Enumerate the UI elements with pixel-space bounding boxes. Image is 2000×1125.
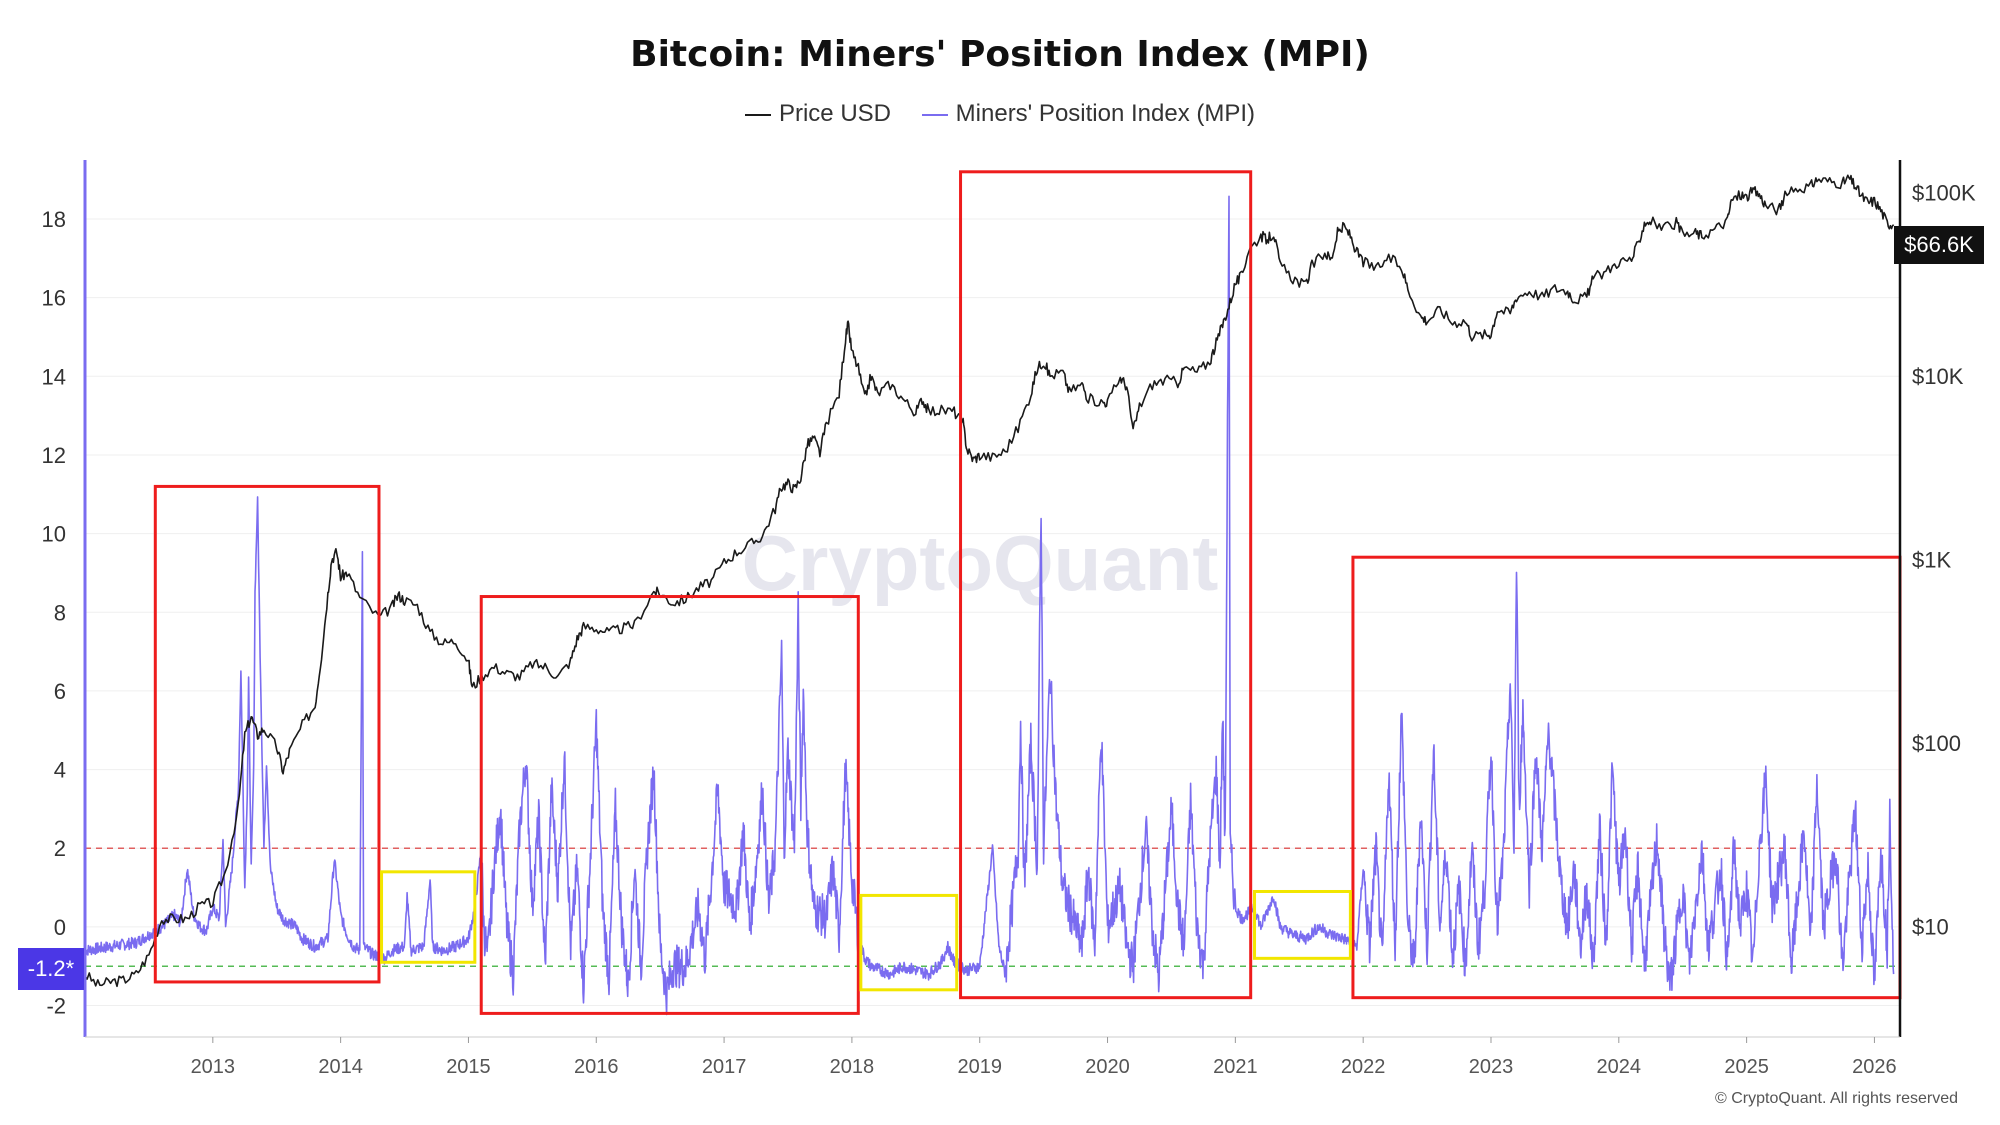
y-left-tick-label: 6 (54, 679, 66, 704)
current-mpi-badge: -1.2* (18, 948, 84, 990)
mpi-series (84, 195, 1895, 1016)
current-price-badge: $66.6K (1894, 226, 1984, 264)
x-tick-label: 2017 (702, 1056, 747, 1078)
x-tick-label: 2023 (1469, 1056, 1514, 1078)
copyright-text: © CryptoQuant. All rights reserved (1715, 1090, 1958, 1107)
x-tick-label: 2022 (1341, 1056, 1386, 1078)
highlight-box-red-2 (959, 170, 1253, 1000)
x-tick-label: 2014 (318, 1056, 363, 1078)
y-left-tick-label: 10 (42, 522, 66, 547)
highlight-box-yellow-4 (380, 870, 477, 964)
price-line (84, 174, 1895, 988)
x-tick-label: 2015 (446, 1056, 491, 1078)
y-left-tick-label: 14 (42, 364, 66, 389)
legend-item-mpi[interactable]: Miners' Position Index (MPI) (921, 100, 1256, 128)
y-right-tick-label: $10K (1912, 364, 1964, 389)
x-tick-label: 2026 (1852, 1056, 1897, 1078)
x-tick-label: 2019 (957, 1056, 1002, 1078)
legend: Price USD Miners' Position Index (MPI) (0, 100, 2000, 128)
y-left-tick-label: 16 (42, 286, 66, 311)
chart-title: Bitcoin: Miners' Position Index (MPI) (630, 34, 1370, 75)
x-tick-label: 2018 (830, 1056, 875, 1078)
highlight-box-red-1 (479, 595, 860, 1015)
mpi-line (84, 195, 1895, 1016)
y-left-tick-label: 8 (54, 600, 66, 625)
y-left-tick-label: 18 (42, 207, 66, 232)
axes (83, 160, 1902, 1038)
y-left-tick-label: 2 (54, 836, 66, 861)
y-right-tick-label: $100K (1912, 180, 1976, 205)
tick-labels: -2 0 2 4 6 8 10 12 14 16 18 $10 $100 $1K $10K $100K 2013… (42, 180, 1976, 1078)
y-right-tick-label: $100 (1912, 731, 1961, 756)
legend-label-price: Price USD (778, 100, 891, 127)
y-right-tick-label: $10 (1912, 914, 1949, 939)
legend-item-price[interactable]: Price USD (744, 100, 891, 128)
y-left-tick-label: 4 (54, 758, 66, 783)
price-series (84, 174, 1895, 988)
highlight-box-yellow-5 (859, 893, 959, 992)
x-tick-label: 2013 (191, 1056, 236, 1078)
x-tick-label: 2024 (1597, 1056, 1642, 1078)
legend-swatch-price (744, 113, 771, 116)
x-tick-label: 2020 (1085, 1056, 1130, 1078)
x-tick-label: 2021 (1213, 1056, 1258, 1078)
highlight-boxes (153, 170, 1902, 1015)
highlight-box-yellow-6 (1253, 889, 1352, 960)
y-left-tick-label: -2 (46, 994, 66, 1019)
watermark-text: CryptoQuant (742, 519, 1219, 607)
highlight-box-red-0 (153, 484, 381, 984)
y-left-tick-label: 12 (42, 443, 66, 468)
legend-swatch-mpi (921, 113, 948, 116)
y-right-tick-label: $1K (1912, 547, 1951, 572)
y-left-tick-label: 0 (54, 915, 66, 940)
x-tick-label: 2025 (1724, 1056, 1769, 1078)
legend-label-mpi: Miners' Position Index (MPI) (955, 100, 1256, 127)
x-tick-label: 2016 (574, 1056, 619, 1078)
